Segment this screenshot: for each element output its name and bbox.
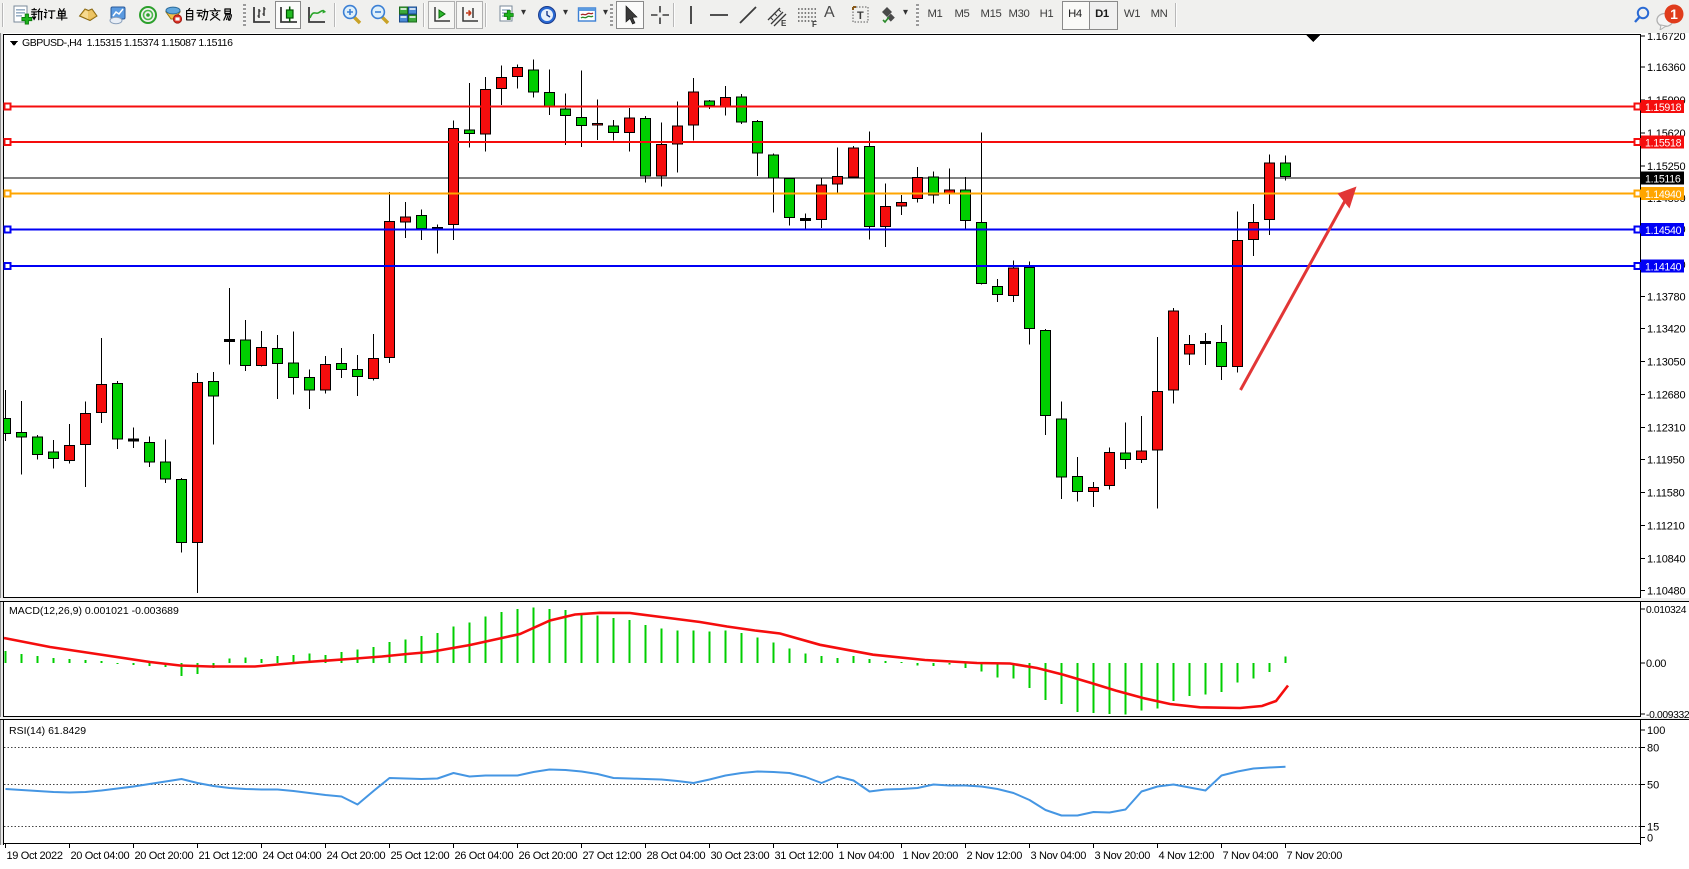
svg-text:100: 100 (1647, 725, 1665, 737)
svg-text:1.15918: 1.15918 (1645, 102, 1682, 114)
svg-text:0.00: 0.00 (1646, 658, 1666, 670)
svg-text:1.12310: 1.12310 (1647, 423, 1685, 435)
svg-text:GBPUSD-,H4 1.15315 1.15374 1.: GBPUSD-,H4 1.15315 1.15374 1.15087 1.151… (22, 37, 233, 49)
svg-text:1.11580: 1.11580 (1647, 487, 1685, 499)
svg-text:7 Nov 20:00: 7 Nov 20:00 (1287, 850, 1343, 862)
svg-text:1.16720: 1.16720 (1647, 31, 1685, 43)
svg-text:T: T (857, 10, 864, 22)
svg-text:7 Nov 04:00: 7 Nov 04:00 (1223, 850, 1279, 862)
svg-text:24 Oct 20:00: 24 Oct 20:00 (327, 850, 386, 862)
svg-text:20 Oct 04:00: 20 Oct 04:00 (71, 850, 130, 862)
svg-text:2 Nov 12:00: 2 Nov 12:00 (967, 850, 1023, 862)
svg-text:1.16360: 1.16360 (1647, 62, 1685, 74)
svg-text:1.14140: 1.14140 (1645, 262, 1682, 274)
svg-text:1.10840: 1.10840 (1647, 553, 1685, 565)
svg-text:1 Nov 04:00: 1 Nov 04:00 (839, 850, 895, 862)
svg-text:1.14540: 1.14540 (1645, 225, 1682, 237)
svg-text:1.14940: 1.14940 (1645, 189, 1682, 201)
svg-text:24 Oct 04:00: 24 Oct 04:00 (263, 850, 322, 862)
svg-text:20 Oct 20:00: 20 Oct 20:00 (135, 850, 194, 862)
svg-text:1.15250: 1.15250 (1647, 161, 1685, 173)
svg-text:25 Oct 12:00: 25 Oct 12:00 (391, 850, 450, 862)
svg-text:50: 50 (1647, 780, 1659, 792)
svg-text:26 Oct 20:00: 26 Oct 20:00 (519, 850, 578, 862)
svg-text:E: E (781, 19, 787, 28)
svg-text:0.010324: 0.010324 (1646, 605, 1687, 616)
svg-text:1.13050: 1.13050 (1647, 357, 1685, 369)
svg-text:1.11950: 1.11950 (1647, 455, 1685, 467)
svg-text:1 Nov 20:00: 1 Nov 20:00 (903, 850, 959, 862)
svg-text:MACD(12,26,9) 0.001021 -0.0036: MACD(12,26,9) 0.001021 -0.003689 (9, 605, 179, 617)
svg-text:1.11210: 1.11210 (1647, 520, 1685, 532)
svg-text:27 Oct 12:00: 27 Oct 12:00 (583, 850, 642, 862)
svg-text:28 Oct 04:00: 28 Oct 04:00 (647, 850, 706, 862)
svg-text:1.15518: 1.15518 (1645, 138, 1682, 150)
svg-text:0: 0 (1647, 833, 1653, 845)
svg-text:80: 80 (1647, 743, 1659, 755)
svg-text:RSI(14) 61.8429: RSI(14) 61.8429 (9, 725, 86, 737)
svg-text:1.15116: 1.15116 (1645, 174, 1681, 186)
svg-text:4 Nov 12:00: 4 Nov 12:00 (1159, 850, 1215, 862)
svg-text:31 Oct 12:00: 31 Oct 12:00 (775, 850, 834, 862)
svg-text:1.13420: 1.13420 (1647, 324, 1685, 336)
svg-text:30 Oct 23:00: 30 Oct 23:00 (711, 850, 770, 862)
svg-text:1: 1 (1670, 6, 1678, 22)
svg-text:1.12680: 1.12680 (1647, 390, 1685, 402)
svg-text:3 Nov 20:00: 3 Nov 20:00 (1095, 850, 1151, 862)
svg-text:26 Oct 04:00: 26 Oct 04:00 (455, 850, 514, 862)
svg-text:15: 15 (1647, 822, 1659, 834)
svg-text:21 Oct 12:00: 21 Oct 12:00 (199, 850, 258, 862)
svg-text:1.13780: 1.13780 (1647, 292, 1685, 304)
svg-text:-0.009332: -0.009332 (1646, 710, 1689, 721)
svg-text:19 Oct 2022: 19 Oct 2022 (7, 850, 63, 862)
svg-text:3 Nov 04:00: 3 Nov 04:00 (1031, 850, 1087, 862)
svg-text:F: F (812, 20, 817, 28)
svg-text:1.10480: 1.10480 (1647, 585, 1685, 597)
